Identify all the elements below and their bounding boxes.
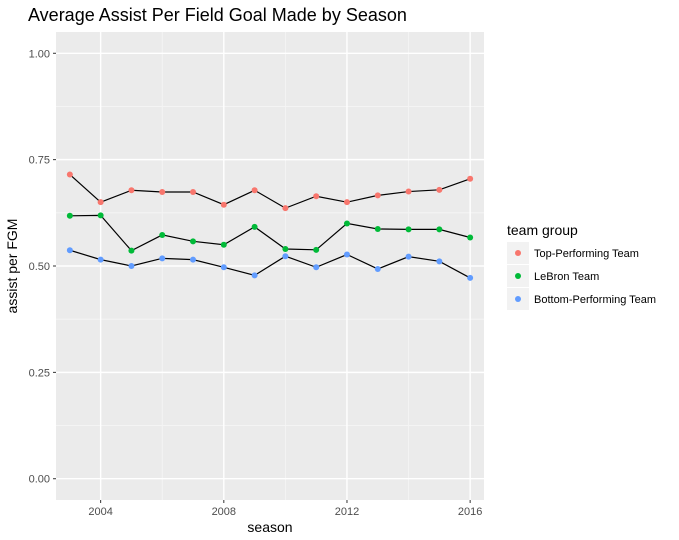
data-point [282, 245, 289, 252]
data-point [467, 175, 474, 182]
data-point [467, 274, 474, 281]
series-line-1 [69, 214, 471, 252]
data-point [66, 212, 73, 219]
data-point [374, 265, 381, 272]
data-point [343, 220, 350, 227]
data-point [313, 264, 320, 271]
data-point [97, 212, 104, 219]
y-axis-title: assist per FGM [4, 219, 20, 314]
data-point [436, 186, 443, 193]
data-point [251, 223, 258, 230]
x-tick-label: 2008 [212, 506, 236, 518]
y-tick-label: 0.00 [29, 474, 50, 486]
x-tick-label: 2016 [458, 506, 482, 518]
series-lines [69, 174, 471, 279]
data-point [405, 226, 412, 233]
data-point [97, 256, 104, 263]
y-tick-label: 0.25 [29, 367, 50, 379]
legend-swatch [515, 296, 521, 302]
data-point [374, 192, 381, 199]
data-point [190, 238, 197, 245]
data-point [405, 188, 412, 195]
data-point [374, 225, 381, 232]
legend-swatch [515, 273, 521, 279]
data-point [66, 247, 73, 254]
y-tick-label: 1.00 [29, 48, 50, 60]
chart-title: Average Assist Per Field Goal Made by Se… [28, 5, 407, 25]
data-point [220, 201, 227, 208]
x-axis-title: season [247, 519, 292, 535]
data-point [128, 263, 135, 269]
legend: Top-Performing Team LeBron Team Bottom-Per… [507, 242, 656, 310]
data-point [220, 241, 227, 248]
x-axis: 2004 2008 2012 2016 [88, 500, 482, 518]
y-tick-label: 0.75 [29, 155, 50, 167]
x-tick-label: 2012 [335, 506, 359, 518]
data-point [343, 199, 350, 206]
data-point [97, 199, 104, 206]
data-point [436, 258, 443, 265]
x-tick-label: 2004 [88, 506, 112, 518]
data-point [159, 231, 166, 238]
data-point [343, 251, 350, 258]
legend-title: team group [507, 222, 578, 238]
data-point [128, 187, 135, 194]
series-points [66, 171, 474, 281]
data-point [159, 255, 166, 262]
data-point [313, 246, 320, 253]
data-point [66, 171, 73, 178]
data-point [282, 205, 289, 212]
series-line-0 [69, 174, 471, 209]
y-tick-label: 0.50 [29, 261, 50, 273]
data-point [251, 272, 258, 279]
legend-swatch [515, 250, 521, 256]
series-line-2 [69, 249, 471, 279]
data-point [220, 264, 227, 271]
data-point [190, 188, 197, 195]
data-point [282, 253, 289, 260]
legend-label: LeBron Team [534, 271, 599, 283]
legend-label: Bottom-Performing Team [534, 294, 656, 306]
data-point [405, 253, 412, 260]
data-point [159, 188, 166, 195]
data-point [436, 226, 443, 233]
data-point [190, 256, 197, 263]
data-point [128, 247, 135, 254]
data-point [251, 187, 258, 194]
y-axis: 0.00 0.25 0.50 0.75 1.00 [29, 48, 56, 486]
legend-label: Top-Performing Team [534, 248, 639, 260]
data-point [313, 193, 320, 200]
data-point [467, 234, 474, 241]
